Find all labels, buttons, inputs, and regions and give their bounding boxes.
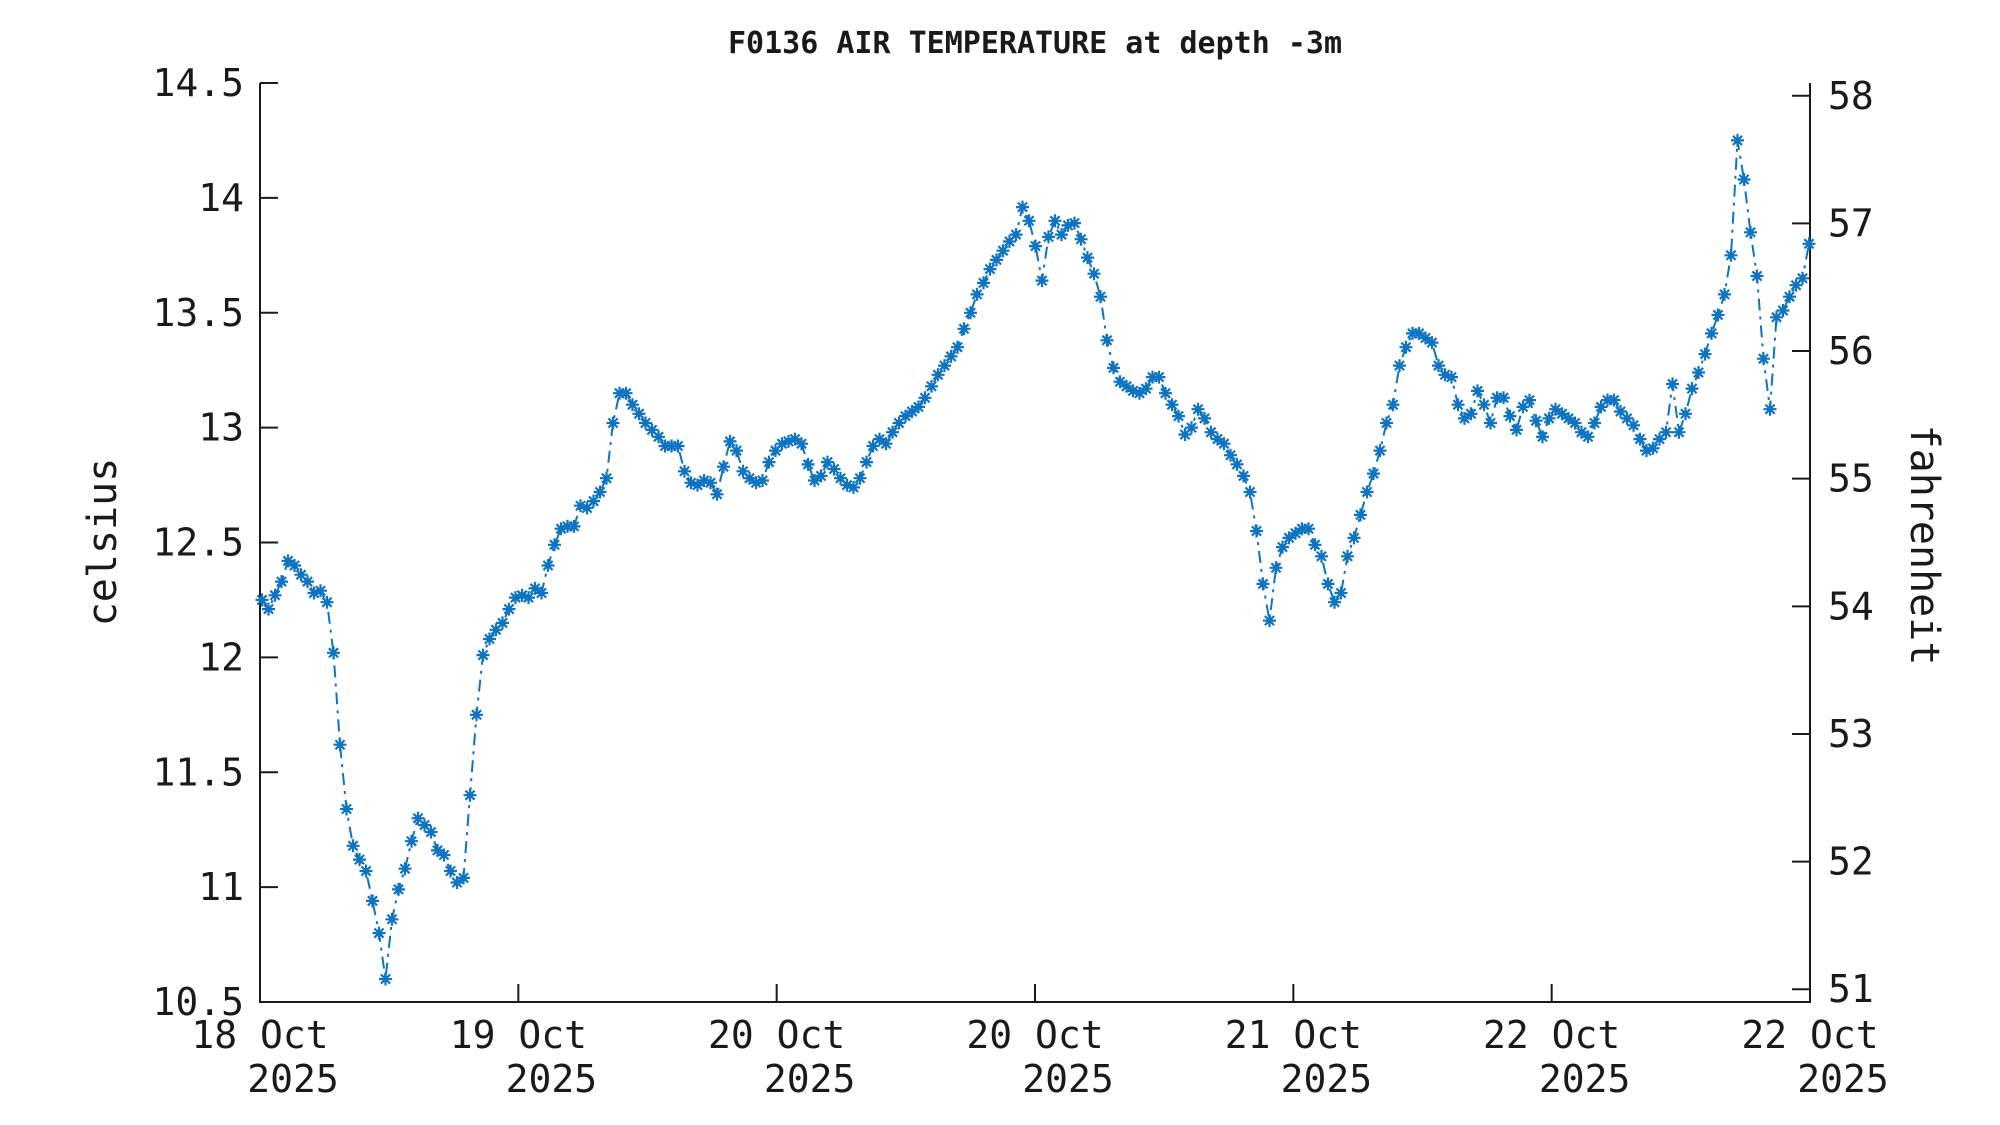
left-tick-label: 13.5 <box>152 291 244 335</box>
right-tick-label: 54 <box>1828 584 1874 628</box>
x-tick-label-year: 2025 <box>247 1057 339 1101</box>
left-tick-label: 10.5 <box>152 980 244 1024</box>
right-tick-label: 57 <box>1828 201 1874 245</box>
left-tick-label: 14 <box>198 176 244 220</box>
left-tick-label: 12.5 <box>152 521 244 565</box>
left-tick-label: 12 <box>198 635 244 679</box>
left-tick-label: 11.5 <box>152 750 244 794</box>
right-tick-label: 51 <box>1828 967 1874 1011</box>
right-tick-label: 56 <box>1828 329 1874 373</box>
x-tick-label-year: 2025 <box>764 1057 856 1101</box>
x-tick-label-day: 19 Oct <box>450 1013 587 1057</box>
x-tick-label-year: 2025 <box>1022 1057 1114 1101</box>
right-tick-label: 55 <box>1828 457 1874 501</box>
x-tick-label-year: 2025 <box>1539 1057 1631 1101</box>
x-tick-label-day: 18 Oct <box>191 1013 328 1057</box>
x-tick-label-year: 2025 <box>1281 1057 1373 1101</box>
x-tick-label-day: 22 Oct <box>1741 1013 1878 1057</box>
right-tick-label: 53 <box>1828 712 1874 756</box>
left-tick-label: 11 <box>198 865 244 909</box>
left-tick-label: 14.5 <box>152 61 244 105</box>
x-tick-label-day: 20 Oct <box>708 1013 845 1057</box>
chart-title: F0136 AIR TEMPERATURE at depth -3m <box>727 26 1343 61</box>
x-tick-label-day: 22 Oct <box>1483 1013 1620 1057</box>
x-tick-label-day: 20 Oct <box>966 1013 1103 1057</box>
right-tick-label: 52 <box>1828 840 1874 884</box>
data-markers <box>255 133 1816 986</box>
data-line <box>261 140 1810 980</box>
right-tick-label: 58 <box>1828 74 1874 118</box>
x-tick-label-day: 21 Oct <box>1225 1013 1362 1057</box>
x-tick-label-year: 2025 <box>1797 1057 1889 1101</box>
x-tick-label-year: 2025 <box>506 1057 598 1101</box>
left-tick-label: 13 <box>198 406 244 450</box>
